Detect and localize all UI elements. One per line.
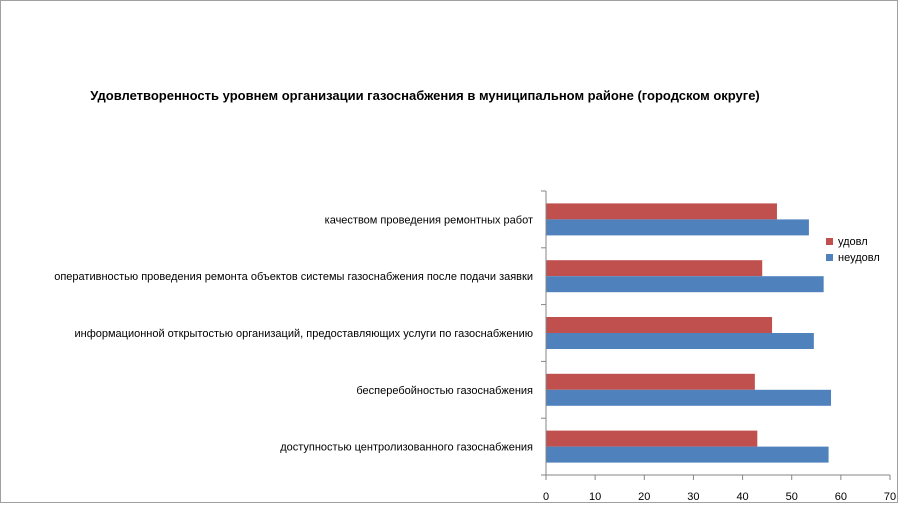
legend-label: удовл [838,236,868,248]
bar-удовл [546,373,755,390]
bar-удовл [546,203,777,220]
bar-удовл [546,317,773,333]
legend-swatch-удовл [826,238,833,245]
x-tick-label: 70 [884,491,896,503]
bar-неудовл [546,446,829,463]
x-tick-label: 0 [543,491,549,503]
category-label: оперативностью проведения ремонта объект… [54,271,533,283]
x-tick-label: 50 [786,491,798,503]
bar-неудовл [546,219,809,236]
legend-label: неудовл [838,252,880,264]
x-tick-label: 40 [736,491,748,503]
x-tick-label: 60 [835,491,847,503]
bar-неудовл [546,333,814,349]
bar-неудовл [546,389,832,406]
bar-удовл [546,260,763,277]
category-label: доступностью центролизованного газоснабж… [280,442,533,454]
category-label: качеством проведения ремонтных работ [325,214,533,226]
bar-неудовл [546,276,824,293]
x-tick-label: 20 [638,491,650,503]
x-tick-label: 30 [687,491,699,503]
legend-swatch-неудовл [826,254,833,261]
chart-title: Удовлетворенность уровнем организации га… [90,88,760,103]
x-tick-label: 10 [589,491,601,503]
category-label: информационной открытостью организаций, … [74,328,533,340]
bar-удовл [546,430,758,447]
category-label: бесперебойностью газоснабжения [356,385,533,397]
